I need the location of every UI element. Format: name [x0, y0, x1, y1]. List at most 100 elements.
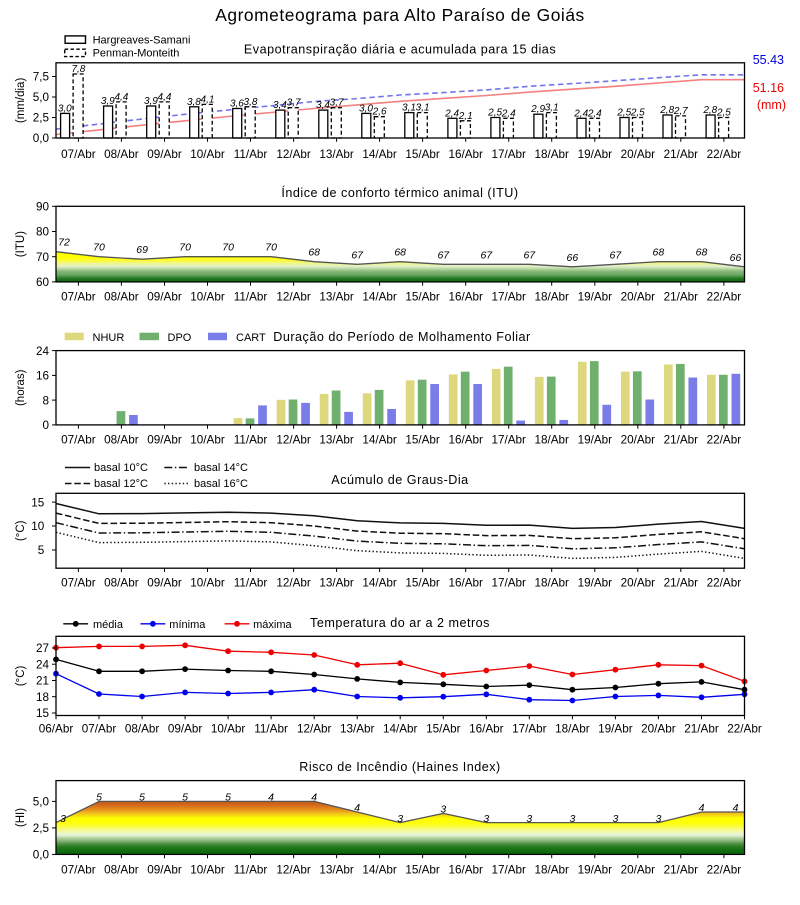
svg-text:21: 21 [36, 675, 49, 688]
svg-text:07/Abr: 07/Abr [61, 577, 96, 590]
svg-text:3,0: 3,0 [359, 103, 373, 114]
svg-text:09/Abr: 09/Abr [168, 723, 203, 736]
svg-text:8: 8 [42, 394, 49, 407]
svg-text:13/Abr: 13/Abr [319, 864, 354, 877]
svg-text:3: 3 [483, 813, 489, 825]
svg-text:5: 5 [139, 792, 145, 804]
svg-text:09/Abr: 09/Abr [147, 433, 182, 446]
svg-text:(mm/dia): (mm/dia) [15, 78, 27, 124]
svg-text:4,4: 4,4 [158, 92, 172, 103]
svg-text:07/Abr: 07/Abr [82, 723, 117, 736]
svg-text:21/Abr: 21/Abr [664, 577, 699, 590]
svg-text:3: 3 [60, 813, 66, 825]
svg-text:07/Abr: 07/Abr [61, 864, 96, 877]
svg-text:68: 68 [394, 247, 406, 259]
svg-text:66: 66 [567, 252, 579, 264]
svg-text:10/Abr: 10/Abr [190, 577, 225, 590]
svg-text:08/Abr: 08/Abr [104, 577, 139, 590]
svg-text:Hargreaves-Samani: Hargreaves-Samani [93, 34, 191, 46]
svg-text:11/Abr: 11/Abr [234, 864, 268, 877]
svg-text:máxima: máxima [253, 619, 292, 631]
svg-text:3,6: 3,6 [230, 99, 244, 110]
svg-text:13/Abr: 13/Abr [319, 290, 354, 303]
svg-text:0,0: 0,0 [33, 132, 50, 145]
svg-text:06/Abr: 06/Abr [39, 723, 74, 736]
svg-text:17/Abr: 17/Abr [491, 577, 526, 590]
svg-text:basal 10°C: basal 10°C [94, 462, 148, 474]
svg-text:16/Abr: 16/Abr [448, 290, 483, 303]
svg-text:67: 67 [351, 249, 364, 261]
svg-text:15/Abr: 15/Abr [426, 723, 461, 736]
svg-text:08/Abr: 08/Abr [104, 148, 139, 161]
svg-text:(°C): (°C) [15, 665, 27, 686]
svg-text:2,9: 2,9 [530, 104, 545, 115]
svg-text:2,4: 2,4 [501, 108, 516, 119]
svg-text:67: 67 [437, 249, 450, 261]
svg-text:16/Abr: 16/Abr [448, 864, 483, 877]
svg-text:Duração do Período de Molhamen: Duração do Período de Molhamento Foliar [273, 330, 531, 344]
svg-text:DPO: DPO [168, 332, 192, 344]
svg-text:2,5: 2,5 [33, 112, 50, 125]
svg-text:13/Abr: 13/Abr [319, 577, 354, 590]
svg-text:07/Abr: 07/Abr [61, 433, 96, 446]
svg-text:5: 5 [96, 792, 102, 804]
svg-text:16: 16 [36, 370, 49, 383]
svg-text:2,7: 2,7 [673, 106, 688, 117]
svg-text:4: 4 [311, 792, 317, 804]
svg-text:12/Abr: 12/Abr [276, 148, 311, 161]
svg-text:22/Abr: 22/Abr [707, 148, 742, 161]
svg-text:90: 90 [36, 201, 50, 214]
svg-text:20/Abr: 20/Abr [621, 864, 656, 877]
svg-text:22/Abr: 22/Abr [707, 290, 742, 303]
svg-text:17/Abr: 17/Abr [491, 290, 526, 303]
svg-text:2,6: 2,6 [372, 107, 387, 118]
svg-text:3,8: 3,8 [244, 97, 258, 108]
svg-text:15/Abr: 15/Abr [405, 290, 440, 303]
svg-text:3,4: 3,4 [316, 100, 330, 111]
svg-text:09/Abr: 09/Abr [147, 577, 182, 590]
svg-text:22/Abr: 22/Abr [707, 864, 742, 877]
svg-text:20/Abr: 20/Abr [621, 290, 656, 303]
svg-text:60: 60 [36, 276, 50, 289]
svg-text:07/Abr: 07/Abr [61, 290, 96, 303]
svg-text:07/Abr: 07/Abr [61, 148, 96, 161]
svg-text:11/Abr: 11/Abr [234, 290, 268, 303]
svg-text:Acúmulo de Graus-Dia: Acúmulo de Graus-Dia [331, 473, 468, 487]
svg-text:14/Abr: 14/Abr [362, 148, 397, 161]
svg-text:18/Abr: 18/Abr [534, 433, 569, 446]
svg-text:08/Abr: 08/Abr [125, 723, 160, 736]
svg-text:5,0: 5,0 [33, 91, 50, 104]
svg-text:19/Abr: 19/Abr [578, 577, 613, 590]
svg-text:19/Abr: 19/Abr [598, 723, 633, 736]
svg-text:24: 24 [36, 345, 50, 358]
svg-text:10/Abr: 10/Abr [190, 148, 225, 161]
svg-text:4: 4 [268, 792, 274, 804]
svg-text:14/Abr: 14/Abr [362, 864, 397, 877]
svg-text:3: 3 [397, 813, 403, 825]
svg-text:11/Abr: 11/Abr [234, 148, 268, 161]
svg-text:70: 70 [93, 242, 105, 254]
svg-text:09/Abr: 09/Abr [147, 148, 182, 161]
svg-text:basal 12°C: basal 12°C [94, 478, 148, 490]
svg-text:2,8: 2,8 [659, 105, 674, 116]
svg-text:70: 70 [265, 242, 277, 254]
svg-text:20/Abr: 20/Abr [641, 723, 676, 736]
svg-text:média: média [93, 619, 124, 631]
svg-text:55.43: 55.43 [753, 53, 784, 67]
svg-text:12/Abr: 12/Abr [276, 577, 311, 590]
svg-text:67: 67 [523, 249, 536, 261]
svg-text:27: 27 [36, 642, 49, 655]
svg-text:09/Abr: 09/Abr [147, 290, 182, 303]
svg-text:69: 69 [136, 244, 148, 256]
svg-text:80: 80 [36, 226, 50, 239]
svg-text:3: 3 [569, 813, 575, 825]
svg-text:CART: CART [236, 332, 266, 344]
svg-text:68: 68 [308, 247, 320, 259]
svg-text:18/Abr: 18/Abr [534, 864, 569, 877]
svg-text:3: 3 [440, 804, 446, 816]
svg-text:14/Abr: 14/Abr [362, 433, 397, 446]
svg-text:2,1: 2,1 [458, 111, 473, 122]
svg-text:2,5: 2,5 [716, 108, 731, 119]
svg-text:18/Abr: 18/Abr [534, 577, 569, 590]
svg-text:11/Abr: 11/Abr [234, 577, 268, 590]
